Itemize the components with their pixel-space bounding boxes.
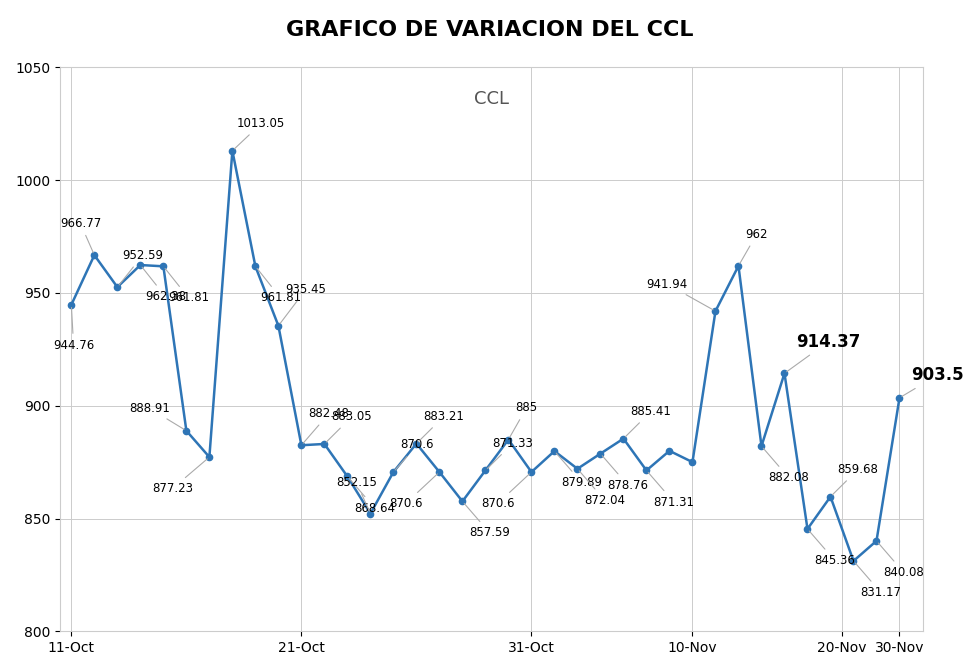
Text: 962: 962 <box>740 228 768 263</box>
Text: 840.08: 840.08 <box>878 543 924 579</box>
Text: 877.23: 877.23 <box>152 459 207 495</box>
Text: CCL: CCL <box>473 90 509 108</box>
Text: 868.64: 868.64 <box>349 478 395 515</box>
Text: 885.41: 885.41 <box>625 405 671 437</box>
Text: 859.68: 859.68 <box>832 463 878 494</box>
Text: 941.94: 941.94 <box>647 277 713 310</box>
Text: 882.48: 882.48 <box>303 407 349 443</box>
Text: 845.36: 845.36 <box>809 531 856 567</box>
Text: 878.76: 878.76 <box>603 456 649 492</box>
Text: 879.89: 879.89 <box>557 453 603 489</box>
Text: 883.21: 883.21 <box>418 410 465 442</box>
Text: 903.5: 903.5 <box>902 366 963 397</box>
Text: 872.04: 872.04 <box>579 471 625 507</box>
Text: 871.33: 871.33 <box>487 437 533 468</box>
Text: 831.17: 831.17 <box>856 563 902 599</box>
Text: 857.59: 857.59 <box>465 503 511 539</box>
Text: 962.38: 962.38 <box>142 267 186 303</box>
Text: 885: 885 <box>510 401 537 437</box>
Text: GRAFICO DE VARIACION DEL CCL: GRAFICO DE VARIACION DEL CCL <box>286 20 694 40</box>
Text: 871.31: 871.31 <box>649 472 695 509</box>
Text: 914.37: 914.37 <box>787 333 860 372</box>
Text: 870.6: 870.6 <box>481 474 529 510</box>
Text: 935.45: 935.45 <box>280 283 326 324</box>
Text: 1013.05: 1013.05 <box>234 117 285 149</box>
Text: 888.91: 888.91 <box>128 402 184 429</box>
Text: 883.05: 883.05 <box>326 411 372 442</box>
Text: 961.81: 961.81 <box>165 269 209 304</box>
Text: 944.76: 944.76 <box>53 308 94 352</box>
Text: 882.08: 882.08 <box>763 448 809 484</box>
Text: 966.77: 966.77 <box>60 217 101 253</box>
Text: 852.15: 852.15 <box>336 476 376 511</box>
Text: 870.6: 870.6 <box>389 474 437 510</box>
Text: 952.59: 952.59 <box>120 249 163 285</box>
Text: 961.81: 961.81 <box>257 269 301 304</box>
Text: 870.6: 870.6 <box>395 438 434 470</box>
